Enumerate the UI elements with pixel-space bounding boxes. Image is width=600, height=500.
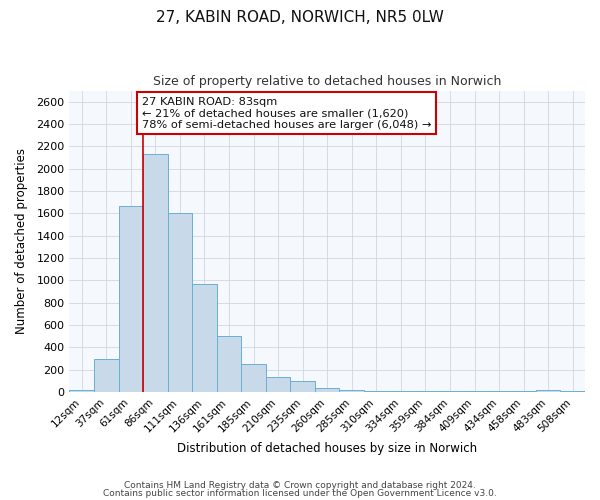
Text: Contains public sector information licensed under the Open Government Licence v3: Contains public sector information licen… [103,488,497,498]
X-axis label: Distribution of detached houses by size in Norwich: Distribution of detached houses by size … [177,442,477,455]
Text: 27, KABIN ROAD, NORWICH, NR5 0LW: 27, KABIN ROAD, NORWICH, NR5 0LW [156,10,444,25]
Bar [119,206,143,392]
Bar [217,336,241,392]
Bar [192,284,217,392]
Bar [536,390,560,392]
Bar [266,378,290,392]
Bar [364,391,389,392]
Y-axis label: Number of detached properties: Number of detached properties [15,148,28,334]
Title: Size of property relative to detached houses in Norwich: Size of property relative to detached ho… [153,75,502,88]
Bar [290,381,315,392]
Text: 27 KABIN ROAD: 83sqm
← 21% of detached houses are smaller (1,620)
78% of semi-de: 27 KABIN ROAD: 83sqm ← 21% of detached h… [142,96,431,130]
Bar [340,390,364,392]
Bar [70,390,94,392]
Bar [167,214,192,392]
Bar [143,154,167,392]
Bar [241,364,266,392]
Text: Contains HM Land Registry data © Crown copyright and database right 2024.: Contains HM Land Registry data © Crown c… [124,481,476,490]
Bar [94,359,119,392]
Bar [315,388,340,392]
